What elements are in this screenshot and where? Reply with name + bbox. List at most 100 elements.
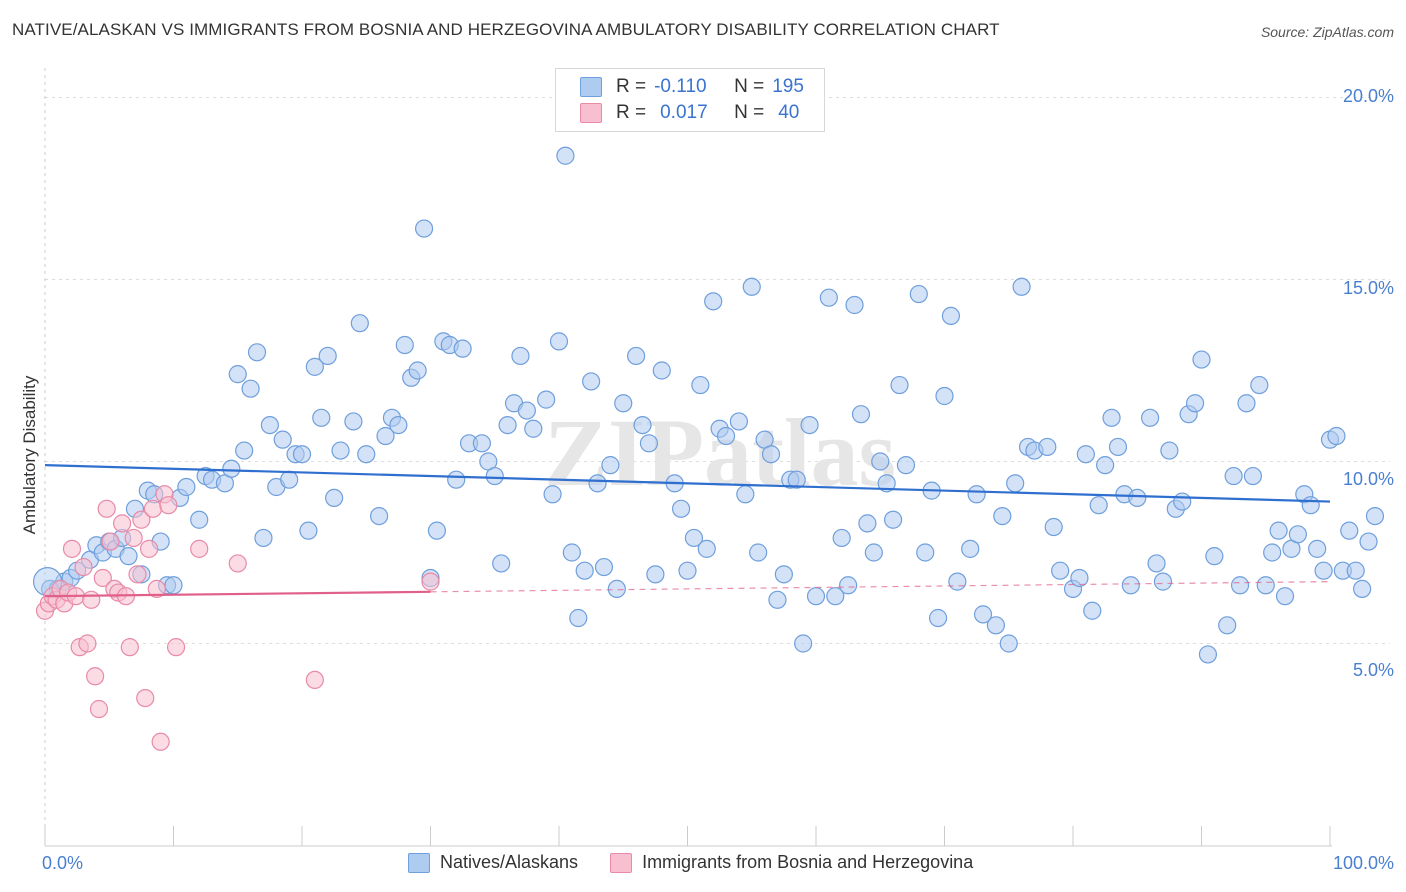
data-point xyxy=(697,539,716,558)
data-point xyxy=(97,499,116,518)
data-point xyxy=(498,416,517,435)
data-point xyxy=(916,543,935,562)
legend-item-bosnia: Immigrants from Bosnia and Herzegovina xyxy=(610,852,973,873)
y-tick-label: 10.0% xyxy=(1342,469,1394,489)
data-point xyxy=(228,365,247,384)
data-point xyxy=(1327,426,1346,446)
data-point xyxy=(292,445,312,464)
data-point xyxy=(78,634,97,653)
data-point xyxy=(684,528,704,548)
r-value: -0.110 xyxy=(654,76,707,97)
data-point xyxy=(453,339,472,358)
source-label: Source: ZipAtlas.com xyxy=(1260,24,1394,40)
data-point xyxy=(376,426,395,446)
data-point xyxy=(120,638,139,657)
trend-line-natives xyxy=(44,464,1331,503)
data-point xyxy=(871,452,890,471)
data-point xyxy=(742,277,761,296)
data-point xyxy=(1365,506,1385,526)
x-tick-label-max: 100.0% xyxy=(1332,853,1394,873)
data-point xyxy=(312,408,331,427)
data-point xyxy=(736,485,755,504)
data-point xyxy=(344,412,363,431)
data-point xyxy=(190,510,209,529)
data-point xyxy=(1006,474,1025,493)
data-point xyxy=(582,372,601,391)
data-point xyxy=(826,587,845,606)
data-point xyxy=(1250,375,1269,395)
series-bosnia-points xyxy=(35,485,440,751)
data-point xyxy=(159,496,178,515)
data-point xyxy=(716,426,736,446)
trend-lines xyxy=(44,464,1331,598)
data-point xyxy=(1185,394,1205,413)
data-point xyxy=(729,412,749,431)
data-point xyxy=(1076,445,1095,464)
data-point xyxy=(395,335,414,355)
y-tick-label: 20.0% xyxy=(1342,86,1394,106)
legend-item-natives: Natives/Alaskans xyxy=(408,852,578,873)
data-point xyxy=(761,445,781,464)
legend-swatch-pink xyxy=(580,103,602,123)
data-point xyxy=(588,474,607,493)
data-point xyxy=(652,361,671,380)
data-point xyxy=(639,434,659,453)
data-point xyxy=(1160,441,1179,460)
data-point xyxy=(254,528,273,548)
n-label: N = xyxy=(734,102,765,123)
data-point xyxy=(1224,466,1243,486)
data-point xyxy=(1147,554,1166,573)
data-point xyxy=(325,488,344,507)
data-point xyxy=(562,543,581,562)
trend-line-bosnia xyxy=(44,590,431,598)
data-point xyxy=(124,528,143,548)
data-point xyxy=(1353,579,1372,599)
data-point xyxy=(928,608,948,628)
data-point xyxy=(941,306,961,325)
data-point xyxy=(806,587,826,606)
data-point xyxy=(511,346,530,366)
chart-title: NATIVE/ALASKAN VS IMMIGRANTS FROM BOSNIA… xyxy=(12,20,1000,39)
data-point xyxy=(858,514,877,533)
legend-row-natives: R = -0.110 N = 195 xyxy=(580,75,804,99)
data-point xyxy=(909,284,928,304)
data-point xyxy=(164,576,183,595)
data-point xyxy=(112,514,132,533)
data-point xyxy=(305,357,324,376)
data-point xyxy=(569,608,588,628)
n-value: 195 xyxy=(772,76,804,97)
data-point xyxy=(408,361,427,380)
data-point xyxy=(485,466,504,486)
data-point xyxy=(1140,408,1160,427)
data-point xyxy=(1044,517,1063,537)
data-point xyxy=(1230,576,1250,595)
data-point xyxy=(136,688,155,708)
data-point xyxy=(190,539,209,558)
data-point xyxy=(1263,543,1282,562)
legend-swatch-blue xyxy=(580,77,602,97)
data-point xyxy=(832,528,851,548)
data-point xyxy=(845,295,864,315)
legend-label-bosnia: Immigrants from Bosnia and Herzegovina xyxy=(642,852,974,872)
data-point xyxy=(1288,525,1307,544)
data-point xyxy=(166,638,186,657)
data-point xyxy=(74,557,93,577)
series-legend: Natives/Alaskans Immigrants from Bosnia … xyxy=(408,852,1005,873)
data-point xyxy=(86,667,105,686)
data-point xyxy=(678,561,697,580)
data-point xyxy=(607,579,626,599)
data-point xyxy=(1089,496,1108,515)
data-point xyxy=(877,474,896,493)
y-tick-label: 5.0% xyxy=(1352,660,1394,680)
data-point xyxy=(839,576,858,595)
data-point xyxy=(973,605,993,624)
data-point xyxy=(228,554,247,573)
data-point xyxy=(280,470,299,489)
data-point xyxy=(357,445,376,464)
legend-swatch-pink xyxy=(610,852,633,873)
data-point xyxy=(119,547,138,566)
data-point xyxy=(1243,466,1263,486)
data-point xyxy=(350,314,369,333)
stats-legend: R = -0.110 N = 195 R = 0.017 N = 40 xyxy=(555,68,825,132)
